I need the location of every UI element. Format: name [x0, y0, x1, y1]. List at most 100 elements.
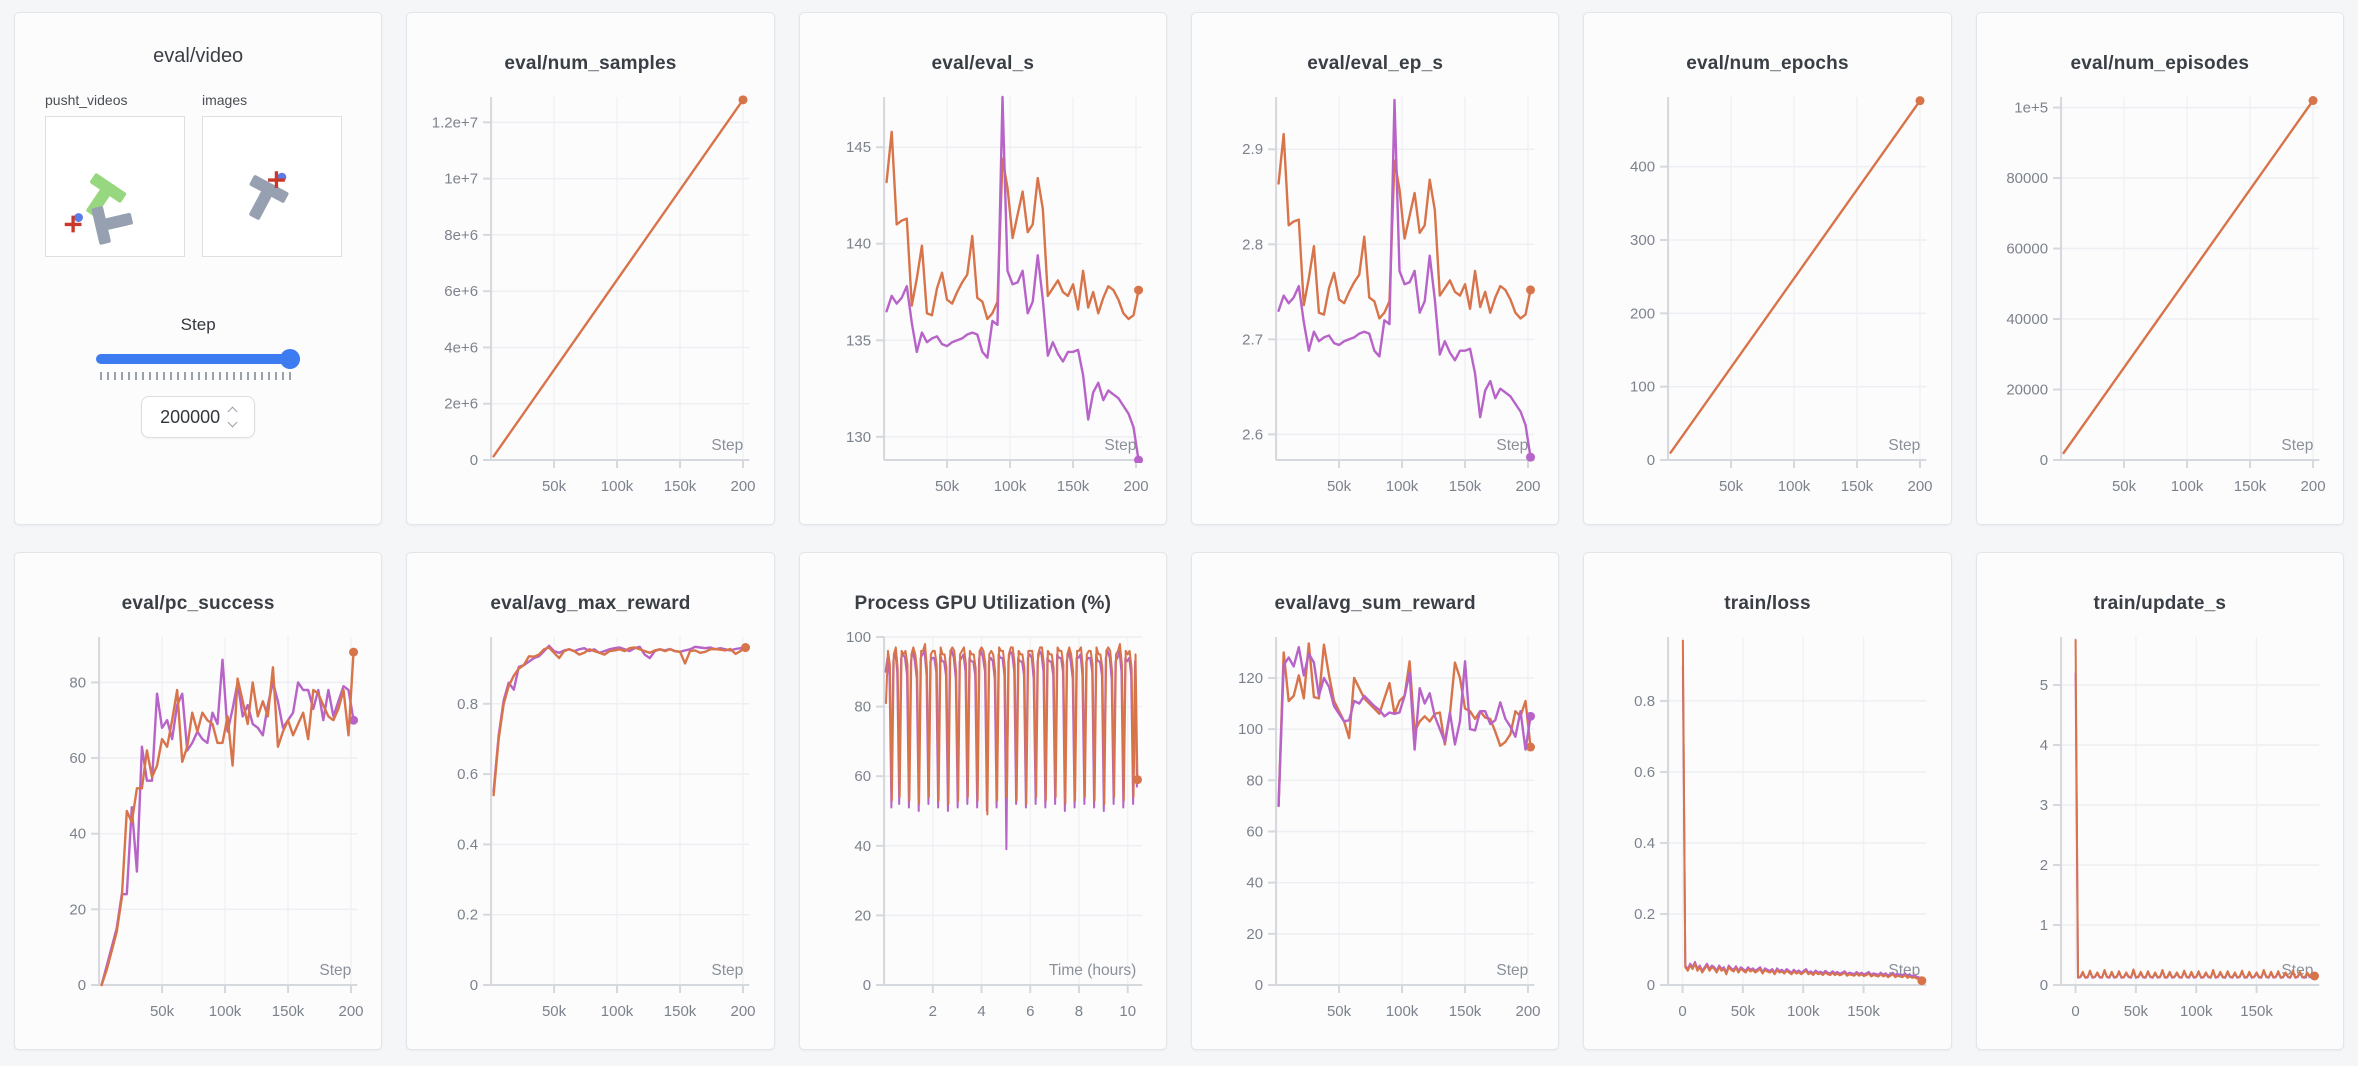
step-slider-track[interactable] [96, 354, 301, 364]
svg-text:150k: 150k [664, 478, 697, 495]
svg-text:130: 130 [846, 429, 871, 446]
step-slider-label: Step [180, 315, 216, 334]
chart-eval-avg-max-reward[interactable]: 50k 100k 150k 200 0 0.2 0.4 0.6 0.8 Step [413, 627, 761, 1041]
svg-text:0: 0 [78, 977, 86, 994]
images-frame[interactable] [202, 116, 342, 257]
svg-text:1: 1 [2039, 917, 2047, 934]
svg-text:50k: 50k [542, 478, 567, 495]
svg-text:4: 4 [977, 1003, 985, 1020]
chart-eval-num-episodes[interactable]: 50k 100k 150k 200 0 20000 40000 60000 80000 1e+5 S… [1983, 87, 2331, 516]
panel-title: eval/num_samples [504, 53, 677, 74]
panel-train-update-s: train/update_s 0 50k 100k 150k 0 1 2 3 4 5 Step [1975, 552, 2344, 1050]
panel-eval-avg-sum-reward: eval/avg_sum_reward 50k 100k 150k 200 0 20 40 6… [1191, 552, 1560, 1050]
svg-text:4: 4 [2039, 737, 2047, 754]
svg-text:100k: 100k [601, 478, 634, 495]
panel-eval-eval-s: eval/eval_s 50k 100k 150k 200 130 135 140 145 St… [798, 12, 1167, 525]
svg-text:0: 0 [470, 977, 478, 994]
svg-text:200: 200 [731, 1003, 756, 1020]
chart-process-gpu-utilization[interactable]: 2 4 6 8 10 0 20 40 60 80 100 Time (hours) [806, 627, 1154, 1041]
svg-text:0: 0 [1255, 977, 1263, 994]
svg-text:Step: Step [1496, 962, 1528, 979]
chart-eval-eval-ep-s[interactable]: 50k 100k 150k 200 2.6 2.7 2.8 2.9 Step [1198, 87, 1546, 516]
svg-text:10: 10 [1119, 1003, 1136, 1020]
svg-text:100: 100 [1630, 379, 1655, 396]
svg-text:40: 40 [854, 838, 871, 855]
svg-text:Step: Step [319, 962, 351, 979]
pusht-image [249, 171, 289, 220]
media-label: images [202, 92, 248, 108]
svg-text:50k: 50k [1327, 1003, 1352, 1020]
chart-train-loss[interactable]: 0 50k 100k 150k 0 0.2 0.4 0.6 0.8 Step [1590, 627, 1938, 1041]
svg-text:200: 200 [1630, 305, 1655, 322]
svg-text:Time (hours): Time (hours) [1049, 962, 1136, 979]
media-pusht-videos: pusht_videos [45, 92, 185, 257]
chart-eval-avg-sum-reward[interactable]: 50k 100k 150k 200 0 20 40 60 80 100 120 Step [1198, 627, 1546, 1041]
svg-text:150k: 150k [1449, 1003, 1482, 1020]
svg-text:80: 80 [1246, 772, 1263, 789]
media-row: pusht_videos [15, 92, 381, 257]
svg-text:120: 120 [1238, 670, 1263, 687]
svg-text:80: 80 [69, 674, 86, 691]
panel-title: train/loss [1724, 593, 1811, 614]
svg-text:20: 20 [1246, 926, 1263, 943]
red-cross-marker [268, 171, 285, 188]
svg-text:200: 200 [338, 1003, 363, 1020]
svg-text:Step: Step [2281, 437, 2313, 454]
chart-train-update-s[interactable]: 0 50k 100k 150k 0 1 2 3 4 5 Step [1983, 627, 2331, 1041]
svg-text:60000: 60000 [2006, 241, 2048, 258]
step-slider[interactable] [96, 349, 301, 369]
svg-text:40000: 40000 [2006, 311, 2048, 328]
media-images: images [202, 92, 342, 257]
panel-eval-video: eval/video pusht_videos [14, 12, 383, 525]
panel-title: eval/num_epochs [1686, 53, 1849, 74]
svg-text:2.7: 2.7 [1242, 331, 1263, 348]
panel-eval-pc-success: eval/pc_success 50k 100k 150k 200 0 20 40 60 80 S… [14, 552, 383, 1050]
svg-text:150k: 150k [2233, 478, 2266, 495]
panel-eval-num-epochs: eval/num_epochs 50k 100k 150k 200 0 100 200 300… [1583, 12, 1952, 525]
svg-text:150k: 150k [1449, 478, 1482, 495]
svg-text:150k: 150k [1056, 478, 1089, 495]
svg-text:200: 200 [1515, 1003, 1540, 1020]
svg-text:200: 200 [1908, 478, 1933, 495]
panel-eval-eval-ep-s: eval/eval_ep_s 50k 100k 150k 200 2.6 2.7 2.8 2.… [1191, 12, 1560, 525]
svg-text:20: 20 [854, 907, 871, 924]
blue-dot-marker [74, 213, 83, 222]
step-slider-ruler [100, 372, 297, 380]
pusht-video-frame[interactable] [45, 116, 185, 257]
svg-text:0: 0 [1647, 977, 1655, 994]
svg-text:0.2: 0.2 [1635, 906, 1656, 923]
svg-text:150k: 150k [1848, 1003, 1881, 1020]
svg-text:0.8: 0.8 [1635, 693, 1656, 710]
svg-text:100k: 100k [2170, 478, 2203, 495]
step-increment-icon[interactable] [227, 406, 238, 417]
chart-eval-eval-s[interactable]: 50k 100k 150k 200 130 135 140 145 Step [806, 87, 1154, 516]
svg-text:50k: 50k [150, 1003, 175, 1020]
svg-text:100k: 100k [601, 1003, 634, 1020]
svg-text:300: 300 [1630, 232, 1655, 249]
step-input[interactable]: 200000 [141, 396, 256, 438]
red-cross-marker [64, 215, 82, 233]
chart-eval-num-samples[interactable]: 50k 100k 150k 200 0 2e+6 4e+6 6e+6 8e+6 1e+7 1.2e+… [413, 87, 761, 516]
chart-eval-pc-success[interactable]: 50k 100k 150k 200 0 20 40 60 80 Step [21, 627, 369, 1041]
panel-train-loss: train/loss 0 50k 100k 150k 0 0.2 0.4 0.6 0.8 Step [1583, 552, 1952, 1050]
svg-text:0.4: 0.4 [1635, 835, 1656, 852]
svg-text:Step: Step [712, 962, 744, 979]
svg-text:3: 3 [2039, 797, 2047, 814]
svg-text:100k: 100k [2180, 1003, 2213, 1020]
chart-eval-num-epochs[interactable]: 50k 100k 150k 200 0 100 200 300 400 Step [1590, 87, 1938, 516]
svg-text:60: 60 [69, 750, 86, 767]
svg-text:6e+6: 6e+6 [445, 283, 479, 300]
svg-text:0: 0 [1647, 452, 1655, 469]
svg-text:200: 200 [731, 478, 756, 495]
svg-text:0.6: 0.6 [1635, 764, 1656, 781]
svg-text:80: 80 [854, 699, 871, 716]
svg-text:Step: Step [1889, 437, 1921, 454]
step-slider-thumb[interactable] [279, 349, 300, 369]
svg-text:50k: 50k [935, 478, 960, 495]
panel-title: Process GPU Utilization (%) [854, 593, 1112, 614]
step-decrement-icon[interactable] [227, 417, 238, 428]
svg-text:0: 0 [470, 452, 478, 469]
svg-text:2.9: 2.9 [1242, 141, 1263, 158]
svg-text:0: 0 [1679, 1003, 1687, 1020]
svg-text:0: 0 [2071, 1003, 2079, 1020]
